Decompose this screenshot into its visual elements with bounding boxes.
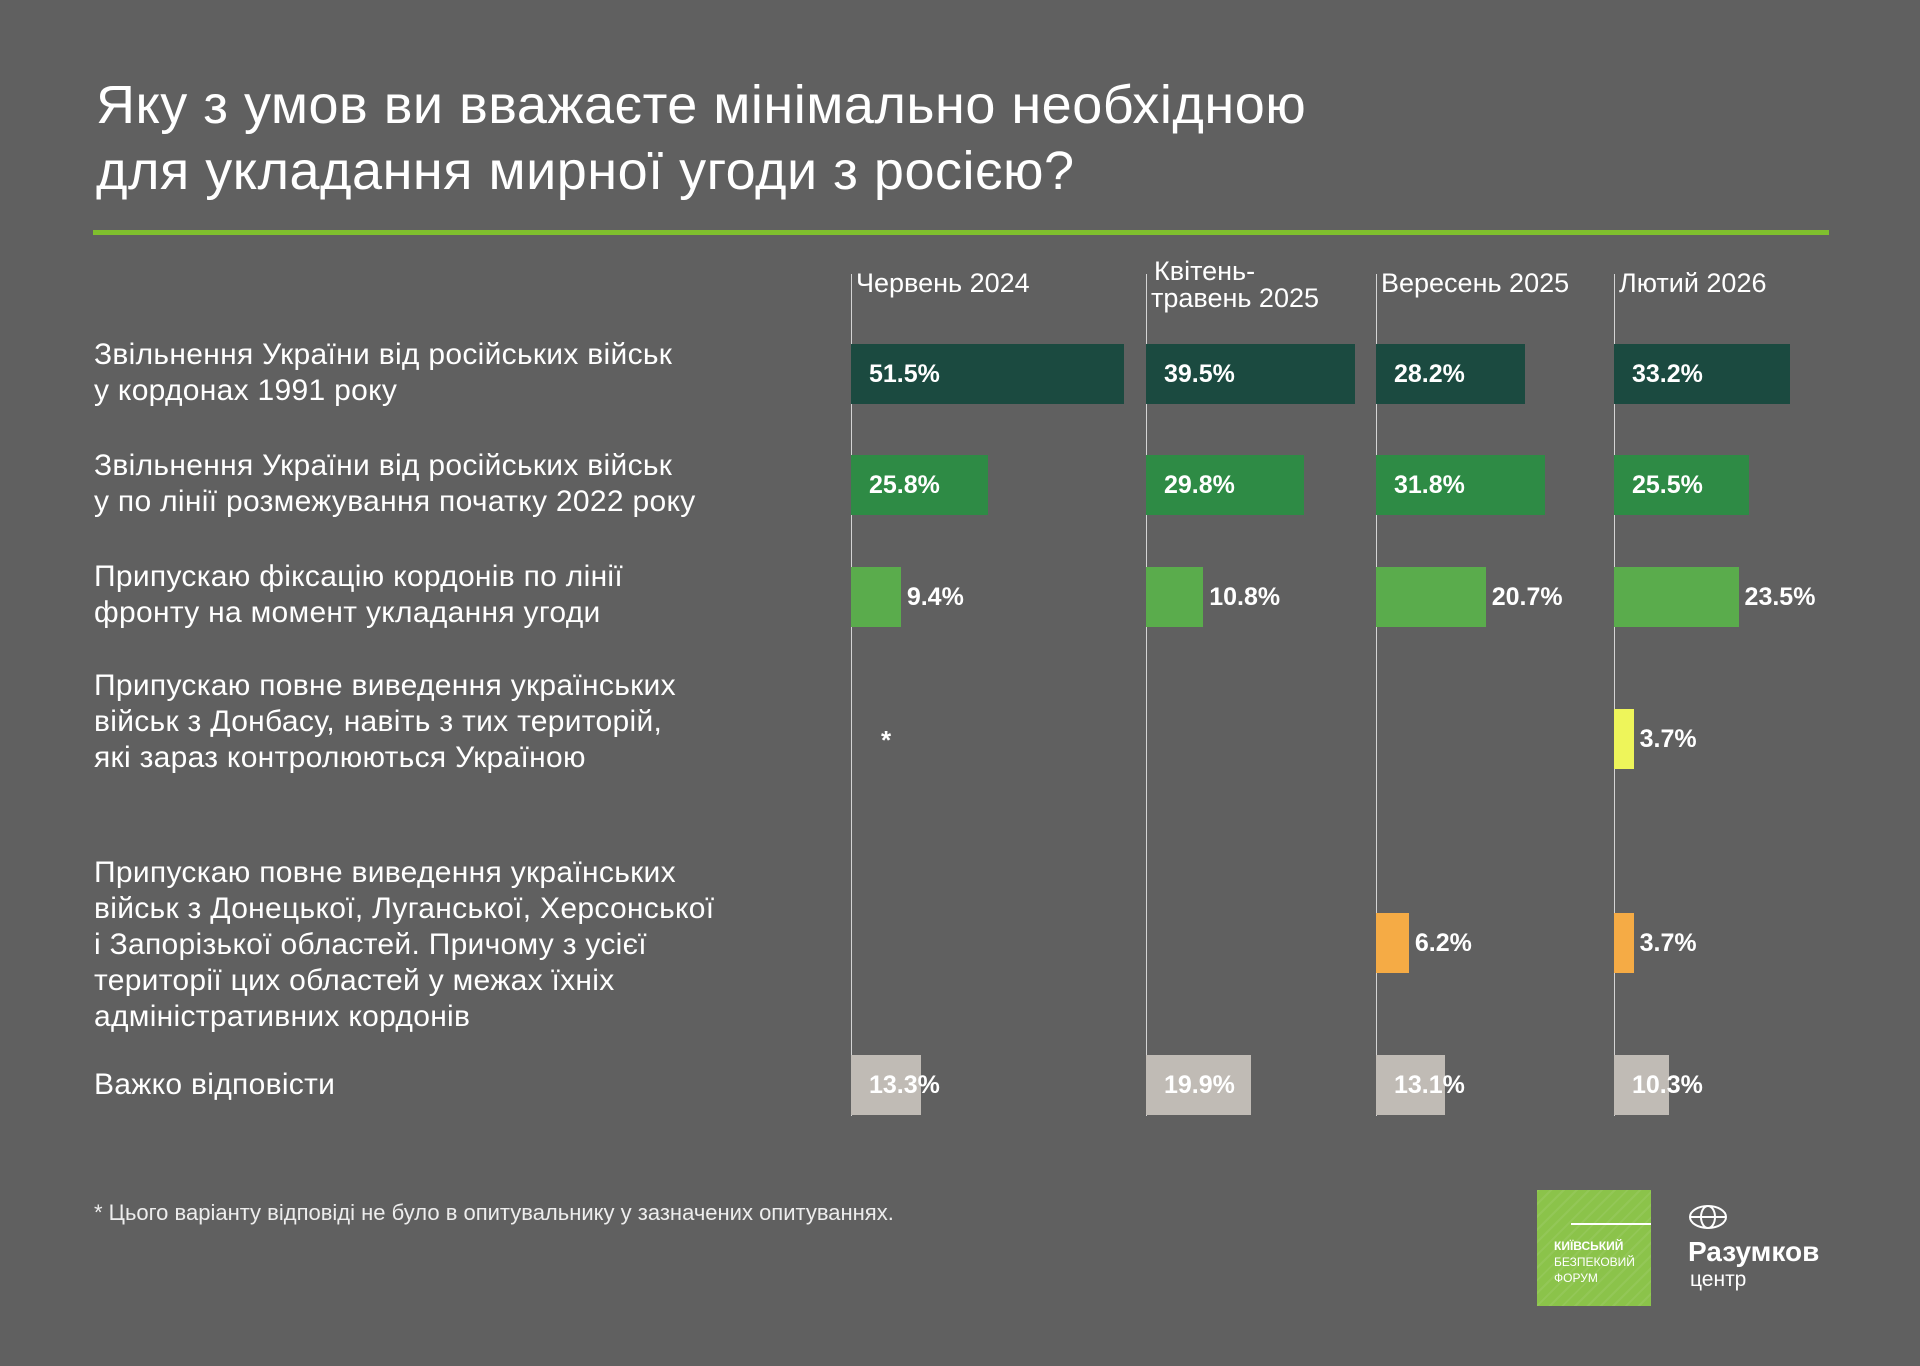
row-label-line: Важко відповісти (94, 1068, 336, 1101)
data-label: 6.2% (1414, 929, 1472, 957)
row-label-line: військ з Донецької, Луганської, Херсонсь… (94, 892, 715, 925)
row-label-line: Припускаю повне виведення українських (94, 856, 676, 889)
bar (1614, 344, 1790, 404)
row-label: Звільнення України від російських військ… (94, 337, 834, 409)
data-label: 10.8% (1209, 583, 1281, 611)
data-label: 13.1% (1394, 1071, 1465, 1099)
row-label-line: Припускаю повне виведення українських (94, 669, 676, 702)
data-label: 25.5% (1632, 471, 1703, 499)
column-header-line: травень 2025 (1151, 283, 1319, 313)
data-label: 9.4% (906, 583, 964, 611)
row-label-line: Припускаю фіксацію кордонів по лінії (94, 560, 624, 593)
data-label: 28.2% (1394, 360, 1465, 388)
column-separator (1146, 274, 1147, 1116)
footnote: * Цього варіанту відповіді не було в опи… (94, 1200, 894, 1225)
row-label: Припускаю фіксацію кордонів по лінії фрон… (94, 559, 834, 631)
bar (1376, 1055, 1446, 1115)
bar (1376, 913, 1409, 973)
kbf-logo-text: Київський безпековий форум (1554, 1238, 1635, 1286)
bar (851, 344, 1124, 404)
bar (1376, 567, 1486, 627)
data-label: 3.7% (1639, 725, 1697, 753)
column-header: Лютий 2026 (1619, 270, 1766, 297)
bar (1614, 709, 1634, 769)
row-label-line: військ з Донбасу, навіть з тих територій… (94, 705, 663, 738)
razumkov-subtitle: центр (1690, 1268, 1747, 1291)
column-separator (851, 274, 852, 1116)
razumkov-name: Разумков (1688, 1236, 1820, 1267)
kbf-logo-word-3: форум (1554, 1271, 1598, 1285)
bar (1376, 344, 1526, 404)
data-label: 39.5% (1164, 360, 1235, 388)
row-label-line: які зараз контролюються Україною (94, 741, 586, 774)
row-label: Припускаю повне виведення українських вій… (94, 855, 834, 1035)
data-label: 3.7% (1639, 929, 1697, 957)
data-label: 51.5% (869, 360, 940, 388)
row-label: Звільнення України від російських військ… (94, 448, 834, 520)
row-label-line: адміністративних кордонів (94, 1000, 471, 1033)
chart-title-line-2: для укладання мирної угоди з росією? (96, 141, 1075, 201)
kbf-logo-line (1571, 1223, 1651, 1225)
row-label-line: Звільнення України від російських військ (94, 338, 673, 371)
bar (1376, 455, 1545, 515)
column-separator (1376, 274, 1377, 1116)
column-header: Червень 2024 (856, 270, 1030, 297)
row-label-line: і Запорізької областей. Причому з усієї (94, 928, 647, 961)
bar (851, 567, 901, 627)
data-label: 20.7% (1491, 583, 1563, 611)
row-label-line: у по лінії розмежування початку 2022 рок… (94, 485, 696, 518)
bar (851, 455, 988, 515)
data-label: 19.9% (1164, 1071, 1235, 1099)
bar (1614, 567, 1739, 627)
kbf-logo-word-2: безпековий (1554, 1255, 1635, 1269)
data-label: 29.8% (1164, 471, 1235, 499)
title-divider (93, 230, 1829, 235)
data-label: 25.8% (869, 471, 940, 499)
chart-title: Яку з умов ви вважаєте мінімально необхі… (96, 72, 1796, 204)
bar (1146, 1055, 1252, 1115)
row-label-line: Звільнення України від російських військ (94, 449, 673, 482)
bar (1614, 913, 1634, 973)
column-header-line: Квітень- (1154, 256, 1256, 286)
globe-icon (1689, 1205, 1727, 1229)
column-header: Квітень-травень 2025 (1151, 258, 1319, 312)
column-header: Вересень 2025 (1381, 270, 1569, 297)
data-label: 33.2% (1632, 360, 1703, 388)
row-label-line: території цих областей у межах їхніх (94, 964, 615, 997)
column-header-line: Червень 2024 (856, 268, 1030, 298)
bar (1146, 567, 1204, 627)
chart-title-line-1: Яку з умов ви вважаєте мінімально необхі… (96, 75, 1307, 135)
no-data-asterisk: * (881, 725, 892, 755)
bar (1614, 455, 1750, 515)
row-label: Припускаю повне виведення українських вій… (94, 668, 834, 776)
row-label: Важко відповісти (94, 1067, 834, 1103)
row-label-line: у кордонах 1991 року (94, 374, 398, 407)
data-label: 31.8% (1394, 471, 1465, 499)
bar (1614, 1055, 1669, 1115)
data-label: 13.3% (869, 1071, 940, 1099)
bar (1146, 344, 1356, 404)
row-label-line: фронту на момент укладання угоди (94, 596, 601, 629)
column-header-line: Вересень 2025 (1381, 268, 1570, 298)
kyiv-security-forum-logo: Київський безпековий форум (1537, 1190, 1651, 1306)
column-separator (1614, 274, 1615, 1116)
bar (1146, 455, 1304, 515)
data-label: 23.5% (1744, 583, 1816, 611)
data-label: 10.3% (1632, 1071, 1703, 1099)
kbf-logo-word-1: Київський (1554, 1239, 1624, 1253)
column-header-line: Лютий 2026 (1619, 268, 1767, 298)
bar (851, 1055, 922, 1115)
